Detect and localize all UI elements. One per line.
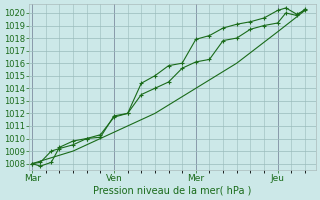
X-axis label: Pression niveau de la mer( hPa ): Pression niveau de la mer( hPa )	[93, 186, 252, 196]
